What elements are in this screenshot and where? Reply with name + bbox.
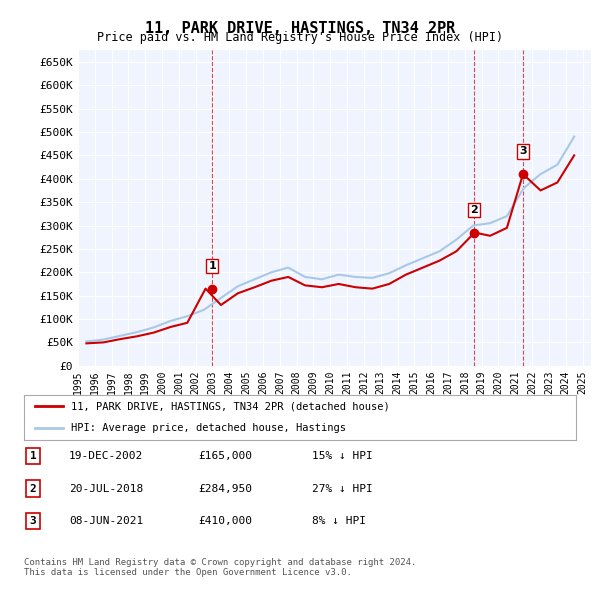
Text: Price paid vs. HM Land Registry's House Price Index (HPI): Price paid vs. HM Land Registry's House … xyxy=(97,31,503,44)
Text: £410,000: £410,000 xyxy=(198,516,252,526)
Text: 15% ↓ HPI: 15% ↓ HPI xyxy=(312,451,373,461)
Text: 2: 2 xyxy=(470,205,478,215)
Text: 11, PARK DRIVE, HASTINGS, TN34 2PR: 11, PARK DRIVE, HASTINGS, TN34 2PR xyxy=(145,21,455,35)
Text: 08-JUN-2021: 08-JUN-2021 xyxy=(69,516,143,526)
Text: 1: 1 xyxy=(29,451,37,461)
Text: £284,950: £284,950 xyxy=(198,484,252,493)
Text: 27% ↓ HPI: 27% ↓ HPI xyxy=(312,484,373,493)
Text: HPI: Average price, detached house, Hastings: HPI: Average price, detached house, Hast… xyxy=(71,424,346,434)
Text: 11, PARK DRIVE, HASTINGS, TN34 2PR (detached house): 11, PARK DRIVE, HASTINGS, TN34 2PR (deta… xyxy=(71,401,389,411)
Text: 2: 2 xyxy=(29,484,37,493)
Text: 3: 3 xyxy=(29,516,37,526)
Text: 3: 3 xyxy=(519,146,527,156)
Text: 1: 1 xyxy=(208,261,216,271)
Text: 19-DEC-2002: 19-DEC-2002 xyxy=(69,451,143,461)
Text: 8% ↓ HPI: 8% ↓ HPI xyxy=(312,516,366,526)
Text: £165,000: £165,000 xyxy=(198,451,252,461)
Text: 20-JUL-2018: 20-JUL-2018 xyxy=(69,484,143,493)
Text: Contains HM Land Registry data © Crown copyright and database right 2024.
This d: Contains HM Land Registry data © Crown c… xyxy=(24,558,416,577)
